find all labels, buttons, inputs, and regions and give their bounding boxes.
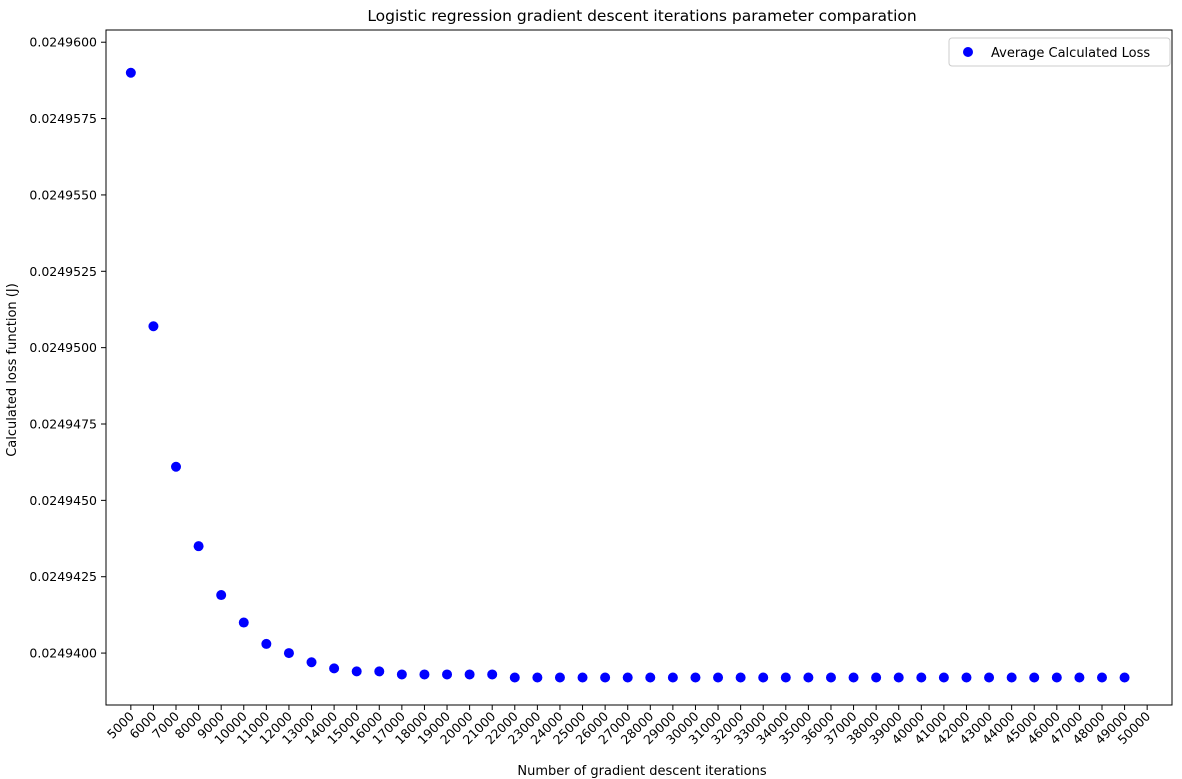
data-point	[1074, 672, 1085, 683]
data-point	[283, 648, 294, 659]
data-point	[148, 321, 159, 332]
data-point	[125, 67, 136, 78]
y-tick-label: 0.0249400	[29, 646, 97, 661]
legend-frame	[948, 37, 1171, 67]
data-point	[871, 672, 882, 683]
data-point	[984, 672, 995, 683]
y-tick-label: 0.0249475	[29, 417, 97, 432]
data-point	[238, 617, 249, 628]
legend-entry-label: Average Calculated Loss	[991, 46, 1150, 61]
data-point	[622, 672, 633, 683]
data-point	[713, 672, 724, 683]
data-point	[735, 672, 746, 683]
data-point	[893, 672, 904, 683]
data-point	[171, 461, 182, 472]
data-point	[261, 638, 272, 649]
axes-frame	[105, 29, 1173, 706]
y-tick-label: 0.0249550	[29, 187, 97, 202]
data-point	[464, 669, 475, 680]
data-point	[667, 672, 678, 683]
data-point	[306, 657, 317, 668]
data-point	[780, 672, 791, 683]
data-point	[374, 666, 385, 677]
y-axis-label: Calculated loss function (J)	[5, 283, 20, 457]
data-point	[351, 666, 362, 677]
data-point	[916, 672, 927, 683]
data-point	[1051, 672, 1062, 683]
y-tick-label: 0.0249500	[29, 340, 97, 355]
data-point	[396, 669, 407, 680]
data-point	[216, 590, 227, 601]
data-point	[442, 669, 453, 680]
data-point	[848, 672, 859, 683]
y-tick-label: 0.0249450	[29, 493, 97, 508]
data-point	[1119, 672, 1130, 683]
x-axis-label: Number of gradient descent iterations	[517, 764, 766, 779]
data-point	[329, 663, 340, 674]
y-tick-label: 0.0249600	[29, 35, 97, 50]
data-point	[509, 672, 520, 683]
data-point	[419, 669, 430, 680]
data-point	[554, 672, 565, 683]
y-tick-label: 0.0249425	[29, 569, 97, 584]
data-point	[961, 672, 972, 683]
data-point	[690, 672, 701, 683]
chart-title: Logistic regression gradient descent ite…	[367, 7, 916, 25]
y-tick-label: 0.0249525	[29, 264, 97, 279]
data-point	[1006, 672, 1017, 683]
data-point	[645, 672, 656, 683]
legend-marker	[963, 47, 973, 57]
data-point	[825, 672, 836, 683]
data-point	[193, 541, 204, 552]
data-point	[758, 672, 769, 683]
data-point	[487, 669, 498, 680]
data-point	[600, 672, 611, 683]
data-point	[532, 672, 543, 683]
data-point	[1096, 672, 1107, 683]
data-point	[577, 672, 588, 683]
legend: Average Calculated Loss	[948, 37, 1171, 67]
data-point	[938, 672, 949, 683]
y-tick-label: 0.0249575	[29, 111, 97, 126]
data-point	[803, 672, 814, 683]
data-point	[1029, 672, 1040, 683]
